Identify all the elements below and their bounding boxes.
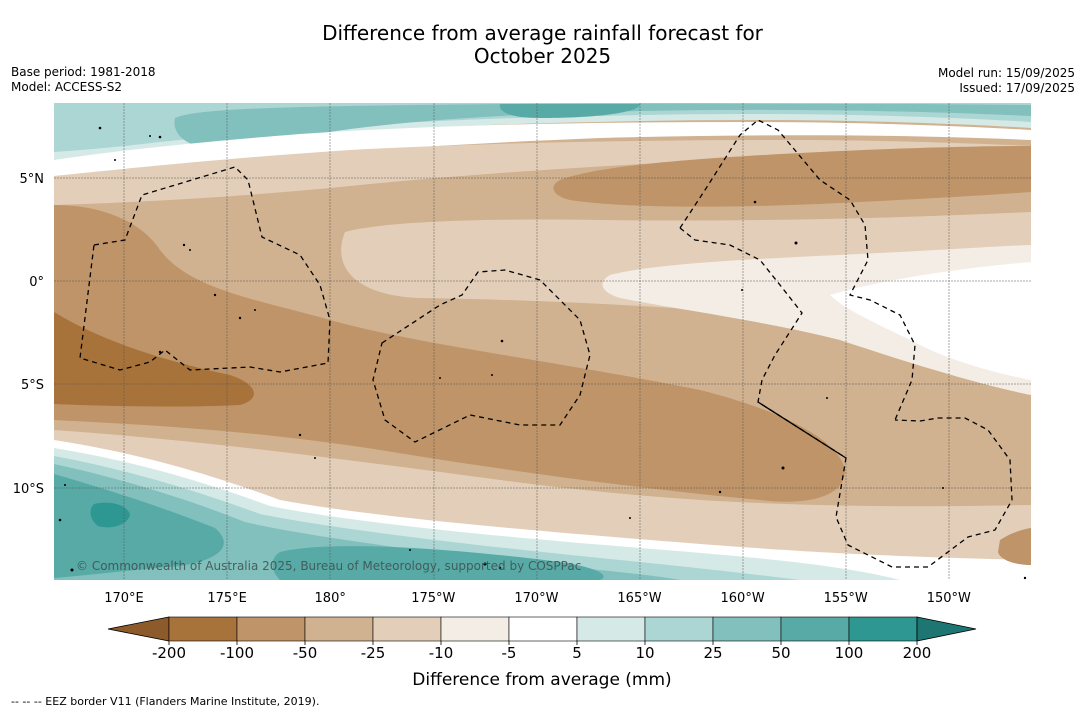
eez-border-northeast	[679, 119, 916, 421]
colorbar-under-arrow	[107, 616, 170, 642]
eez-border-central	[372, 269, 591, 443]
colorbar-tick-label: -200	[152, 644, 186, 662]
model-name: Model: ACCESS-S2	[11, 80, 123, 94]
colorbar-title: Difference from average (mm)	[412, 670, 671, 690]
eez-footnote: -- -- -- EEZ border V11 (Flanders Marine…	[11, 695, 320, 708]
forecast-map: © Commonwealth of Australia 2025, Bureau…	[54, 103, 1031, 580]
lon-label: 150°W	[927, 591, 971, 606]
colorbar-tick-label: -50	[293, 644, 318, 662]
model-run-date: Model run: 15/09/2025	[937, 66, 1075, 80]
colorbar-segment	[848, 616, 918, 642]
colorbar-tick-label: 100	[835, 644, 864, 662]
north-dry-core	[553, 146, 1031, 207]
base-info: Base period: 1981-2018 Model: ACCESS-S2	[11, 65, 156, 95]
colorbar-segment	[440, 616, 510, 642]
colorbar-segment	[168, 616, 238, 642]
base-period: Base period: 1981-2018	[11, 65, 156, 79]
colorbar-over-arrow	[916, 616, 977, 642]
longitude-labels: 170°E 175°E 180° 175°W 170°W 165°W 160°W 155°W 1…	[104, 591, 971, 606]
north-wet-band-50	[174, 103, 1031, 151]
colorbar-segment	[712, 616, 782, 642]
lon-label: 170°E	[104, 591, 144, 606]
lon-label: 165°W	[617, 591, 661, 606]
watermark: © Commonwealth of Australia 2025, Bureau…	[76, 559, 581, 573]
colorbar-tick-label: 200	[903, 644, 932, 662]
north-wet-core	[499, 104, 640, 118]
colorbar-tick-label: -100	[220, 644, 254, 662]
graticule	[54, 103, 1031, 580]
south-wet-core	[90, 502, 130, 528]
lat-label: 5°N	[20, 172, 45, 187]
issued-date: Issued: 17/09/2025	[959, 81, 1075, 95]
colorbar-tick-label: -5	[502, 644, 517, 662]
south-wet-band-100	[54, 474, 224, 578]
lon-label: 175°E	[207, 591, 247, 606]
lon-label: 180°	[315, 591, 346, 606]
colorbar-tick-labels: -200 -100 -50 -25 -10 -5 5 10 25 50 100 200	[152, 641, 931, 662]
lon-label: 155°W	[824, 591, 868, 606]
north-neutral-band	[54, 122, 1031, 176]
run-info: Model run: 15/09/2025 Issued: 17/09/2025	[938, 66, 1075, 96]
central-white-band	[830, 262, 1031, 380]
south-wet-band-100-east	[272, 546, 604, 580]
eez-border-west	[79, 166, 331, 373]
colorbar-segment	[644, 616, 714, 642]
colorbar-tick-label: -25	[361, 644, 386, 662]
colorbar-segment	[780, 616, 850, 642]
colorbar-tick-label: -10	[429, 644, 454, 662]
colorbar-tick-label: 5	[572, 644, 582, 662]
colorbar-segment	[304, 616, 374, 642]
lat-label: 0°	[29, 275, 44, 290]
colorbar-segment	[236, 616, 306, 642]
colorbar-segment	[576, 616, 646, 642]
lon-label: 175°W	[411, 591, 455, 606]
islands	[58, 126, 1027, 580]
colorbar-tick-label: 50	[771, 644, 790, 662]
eez-borders	[79, 119, 1013, 568]
west-dry-band-50	[54, 205, 845, 502]
lon-label: 160°W	[721, 591, 765, 606]
title-line-1: Difference from average rainfall forecas…	[322, 21, 763, 45]
latitude-labels: 5°N 0° 5°S 10°S	[13, 172, 44, 497]
lat-label: 10°S	[13, 482, 44, 497]
colorbar-tick-label: 25	[703, 644, 722, 662]
colorbar-tick-label: 10	[635, 644, 654, 662]
lon-label: 170°W	[514, 591, 558, 606]
lat-label: 5°S	[21, 378, 44, 393]
eez-border-segment	[757, 401, 847, 459]
southeast-dry-patch	[998, 528, 1031, 565]
title-line-2: October 2025	[473, 44, 612, 68]
map-title: Difference from average rainfall forecas…	[0, 22, 1085, 68]
colorbar-segment	[508, 616, 578, 642]
eez-border-southeast	[679, 227, 1013, 568]
colorbar	[107, 616, 977, 642]
colorbar-segment	[372, 616, 442, 642]
